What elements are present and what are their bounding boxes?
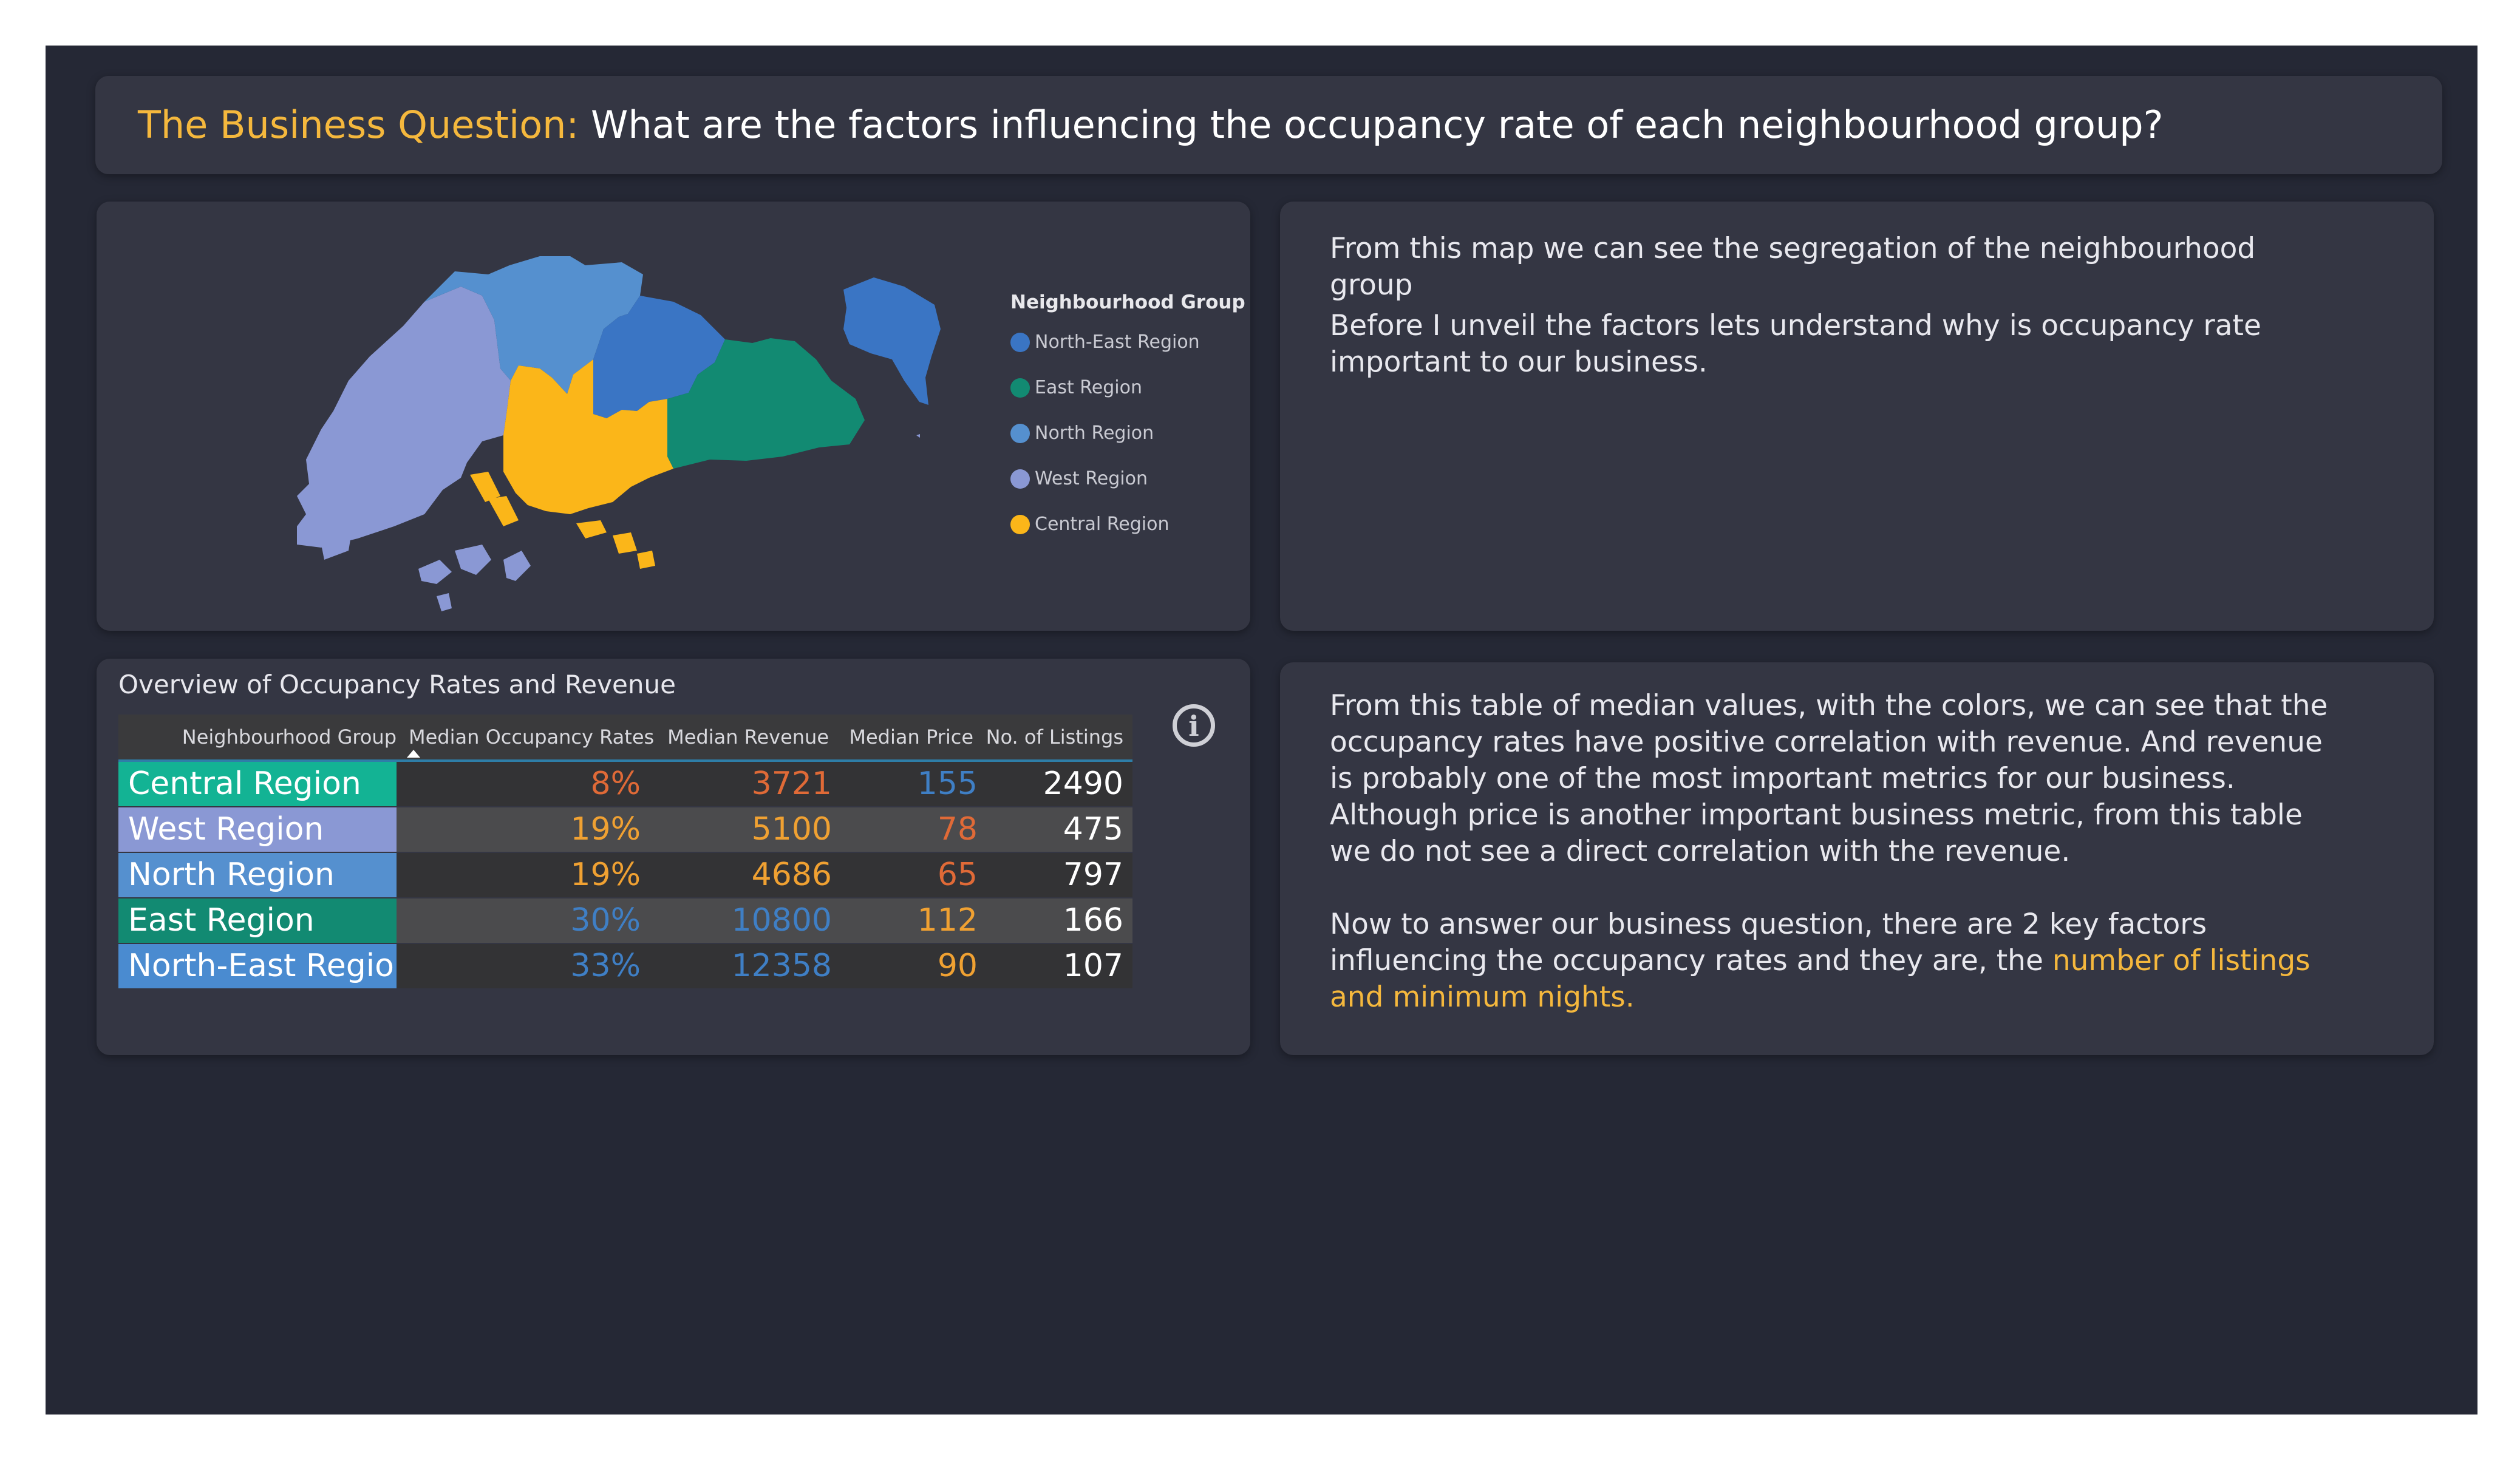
row-background [397,944,1132,988]
cell-price: 90 [937,948,978,984]
map-island-south-1 [576,520,607,538]
cell-listings: 107 [1063,948,1123,984]
legend-label: North Region [1035,423,1154,444]
map-area-west-region[interactable] [297,287,511,548]
map-pier-2 [488,496,519,526]
column-header-neighbourhood-group[interactable]: Neighbourhood Group [182,725,397,749]
table-row[interactable]: North Region 19% 4686 65 797 [118,853,1132,898]
map-island-west-1 [321,532,352,560]
legend-dot [1010,424,1030,443]
table-header-row: Neighbourhood Group Median Occupancy Rat… [118,715,1132,762]
cell-listings: 166 [1063,902,1123,939]
map-area-north-east-region[interactable] [593,296,725,418]
title-question: What are the factors influencing the occ… [579,103,2164,147]
answer-highlight: number of listings and minimum nights. [1330,944,2311,1014]
table-row[interactable]: East Region 30% 10800 112 166 [118,898,1132,944]
info-icon[interactable]: i [1173,704,1215,747]
cell-revenue: 5100 [751,811,832,847]
map-visual[interactable]: Neighbourhood Group North-East Region Ea… [97,202,1250,631]
answer-text: Now to answer our business question, the… [1330,908,2207,977]
cell-revenue: 4686 [751,857,832,893]
column-header-no-of-listings[interactable]: No. of Listings [986,725,1123,749]
row-label-north-region: North Region [118,853,397,897]
cell-price: 112 [917,902,978,939]
row-label-central-region: Central Region [118,762,397,806]
cell-price: 155 [917,766,978,802]
row-label-west-region: West Region [118,807,397,852]
table-explanation-paragraph-1: From this table of median values, with t… [1330,689,2328,868]
map-pier-1 [470,472,500,502]
legend-dot [1010,469,1030,489]
table-visual[interactable]: Overview of Occupancy Rates and Revenue … [97,659,1250,1055]
cell-price: 65 [937,857,978,893]
map-area-north-region[interactable] [424,256,643,394]
row-label-north-east-region: North-East Region [118,944,414,988]
cell-occupancy: 33% [570,948,641,984]
page-title: The Business Question: What are the fact… [138,76,2164,174]
column-header-median-revenue[interactable]: Median Revenue [667,725,829,749]
table-row[interactable]: Central Region 8% 3721 155 2490 [118,762,1132,807]
map-area-east-region[interactable] [667,338,865,469]
legend-item-north-region[interactable]: North Region [1010,410,1245,456]
median-values-table: Neighbourhood Group Median Occupancy Rat… [118,715,1132,990]
map-explanation-card: From this map we can see the segregation… [1280,202,2434,631]
table-row[interactable]: North-East Region 33% 12358 90 107 [118,944,1132,990]
report-canvas: The Business Question: What are the fact… [46,46,2477,1415]
map-legend: Neighbourhood Group North-East Region Ea… [1010,291,1245,547]
map-island-sw-3 [503,551,531,581]
map-island-south-3 [637,551,655,569]
legend-dot [1010,333,1030,352]
cell-occupancy: 19% [570,857,641,893]
map-dot [916,434,920,438]
cell-revenue: 12358 [731,948,832,984]
legend-item-central-region[interactable]: Central Region [1010,501,1245,547]
cell-listings: 2490 [1043,766,1123,802]
cell-listings: 797 [1063,857,1123,893]
table-row[interactable]: West Region 19% 5100 78 475 [118,807,1132,853]
table-title: Overview of Occupancy Rates and Revenue [118,670,676,699]
cell-listings: 475 [1063,811,1123,847]
legend-label: West Region [1035,468,1148,489]
sort-ascending-icon[interactable] [407,750,420,758]
map-island-sw-1 [418,560,452,584]
table-explanation-card: From this table of median values, with t… [1280,662,2434,1055]
legend-item-west-region[interactable]: West Region [1010,456,1245,501]
map-explanation-paragraph-1: From this map we can see the segregation… [1330,232,2256,302]
map-island-west-2 [370,502,403,532]
map-island-south-2 [613,532,637,554]
map-island-sw-2 [455,545,491,575]
legend-dot [1010,378,1030,398]
cell-occupancy: 30% [570,902,641,939]
map-island-ne[interactable] [843,277,941,405]
legend-dot [1010,515,1030,534]
map-area-central-region[interactable] [503,359,673,514]
column-header-median-price[interactable]: Median Price [849,725,973,749]
cell-occupancy: 8% [590,766,641,802]
singapore-region-map[interactable] [273,229,953,617]
cell-revenue: 3721 [751,766,832,802]
cell-price: 78 [937,811,978,847]
legend-item-east-region[interactable]: East Region [1010,365,1245,410]
table-explanation-paragraph-2: Now to answer our business question, the… [1330,906,2332,1016]
row-label-east-region: East Region [118,898,397,943]
row-background [397,762,1132,806]
legend-label: North-East Region [1035,331,1200,353]
row-background [397,898,1132,943]
title-card: The Business Question: What are the fact… [95,76,2442,174]
row-background [397,807,1132,852]
cell-revenue: 10800 [731,902,832,939]
legend-item-north-east-region[interactable]: North-East Region [1010,319,1245,365]
legend-label: Central Region [1035,514,1170,535]
legend-title: Neighbourhood Group [1010,291,1245,313]
legend-label: East Region [1035,377,1142,398]
map-island-west-3 [379,447,427,484]
column-header-median-occupancy-rates[interactable]: Median Occupancy Rates [409,725,655,749]
map-island-sw-4 [437,593,452,611]
cell-occupancy: 19% [570,811,641,847]
row-background [397,853,1132,897]
map-explanation-paragraph-2: Before I unveil the factors lets underst… [1330,309,2261,379]
title-prefix: The Business Question: [138,103,579,147]
